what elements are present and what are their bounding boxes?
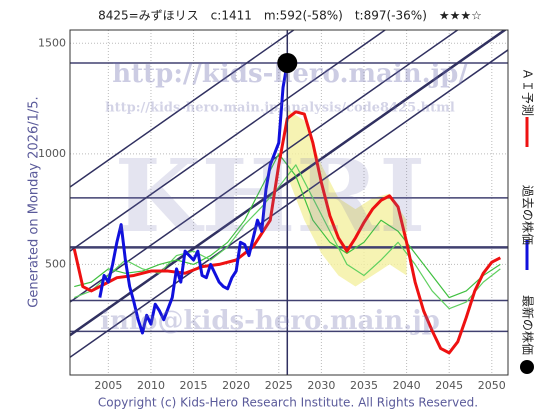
watermark: info@kids-hero.main.jp [100,306,440,336]
plot-area [70,30,508,375]
legend-marker [520,360,534,374]
trend-line [70,30,459,303]
legend-label: 過去の株価 [521,185,536,245]
x-tick-label: 2030 [307,379,335,392]
forecast-band [287,109,407,287]
x-tick-label: 2040 [393,379,421,392]
x-tick-label: 2020 [222,379,250,392]
ticks: 2005 2010 2015 2020 2025 2030 2035 2040 2045 2050… [38,36,506,392]
watermark: http://kids-hero.main.jp/analysis/code84… [105,101,455,116]
x-tick-label: 2005 [94,379,122,392]
series-line [98,62,289,335]
legend-label: 最新の株価 [521,295,536,355]
y-tick-label: 1000 [38,147,66,160]
y-tick-label: 1500 [38,36,66,49]
trend-line [70,30,296,188]
latest-point [277,52,298,73]
x-tick-label: 2015 [180,379,208,392]
y-tick-label: 500 [45,257,66,270]
legend-label: ＡＩ予測 [521,68,535,116]
trend-line [70,30,508,337]
trend-line [70,49,508,358]
x-tick-label: 2010 [137,379,165,392]
footer: Copyright (c) Kids-Hero Research Institu… [98,396,478,410]
series-line [72,110,502,355]
chart-title: 8425=みずほリス c:1411 m:592(-58%) t:897(-36%… [98,9,482,23]
plot-frame [69,29,509,376]
side-note: Generated on Monday 2026/1/5. [27,96,42,307]
watermark: KHRI [114,137,425,255]
x-tick-label: 2035 [350,379,378,392]
trend-line [70,30,387,252]
x-tick-label: 2025 [265,379,293,392]
x-tick-label: 2050 [478,379,506,392]
x-tick-label: 2045 [435,379,463,392]
